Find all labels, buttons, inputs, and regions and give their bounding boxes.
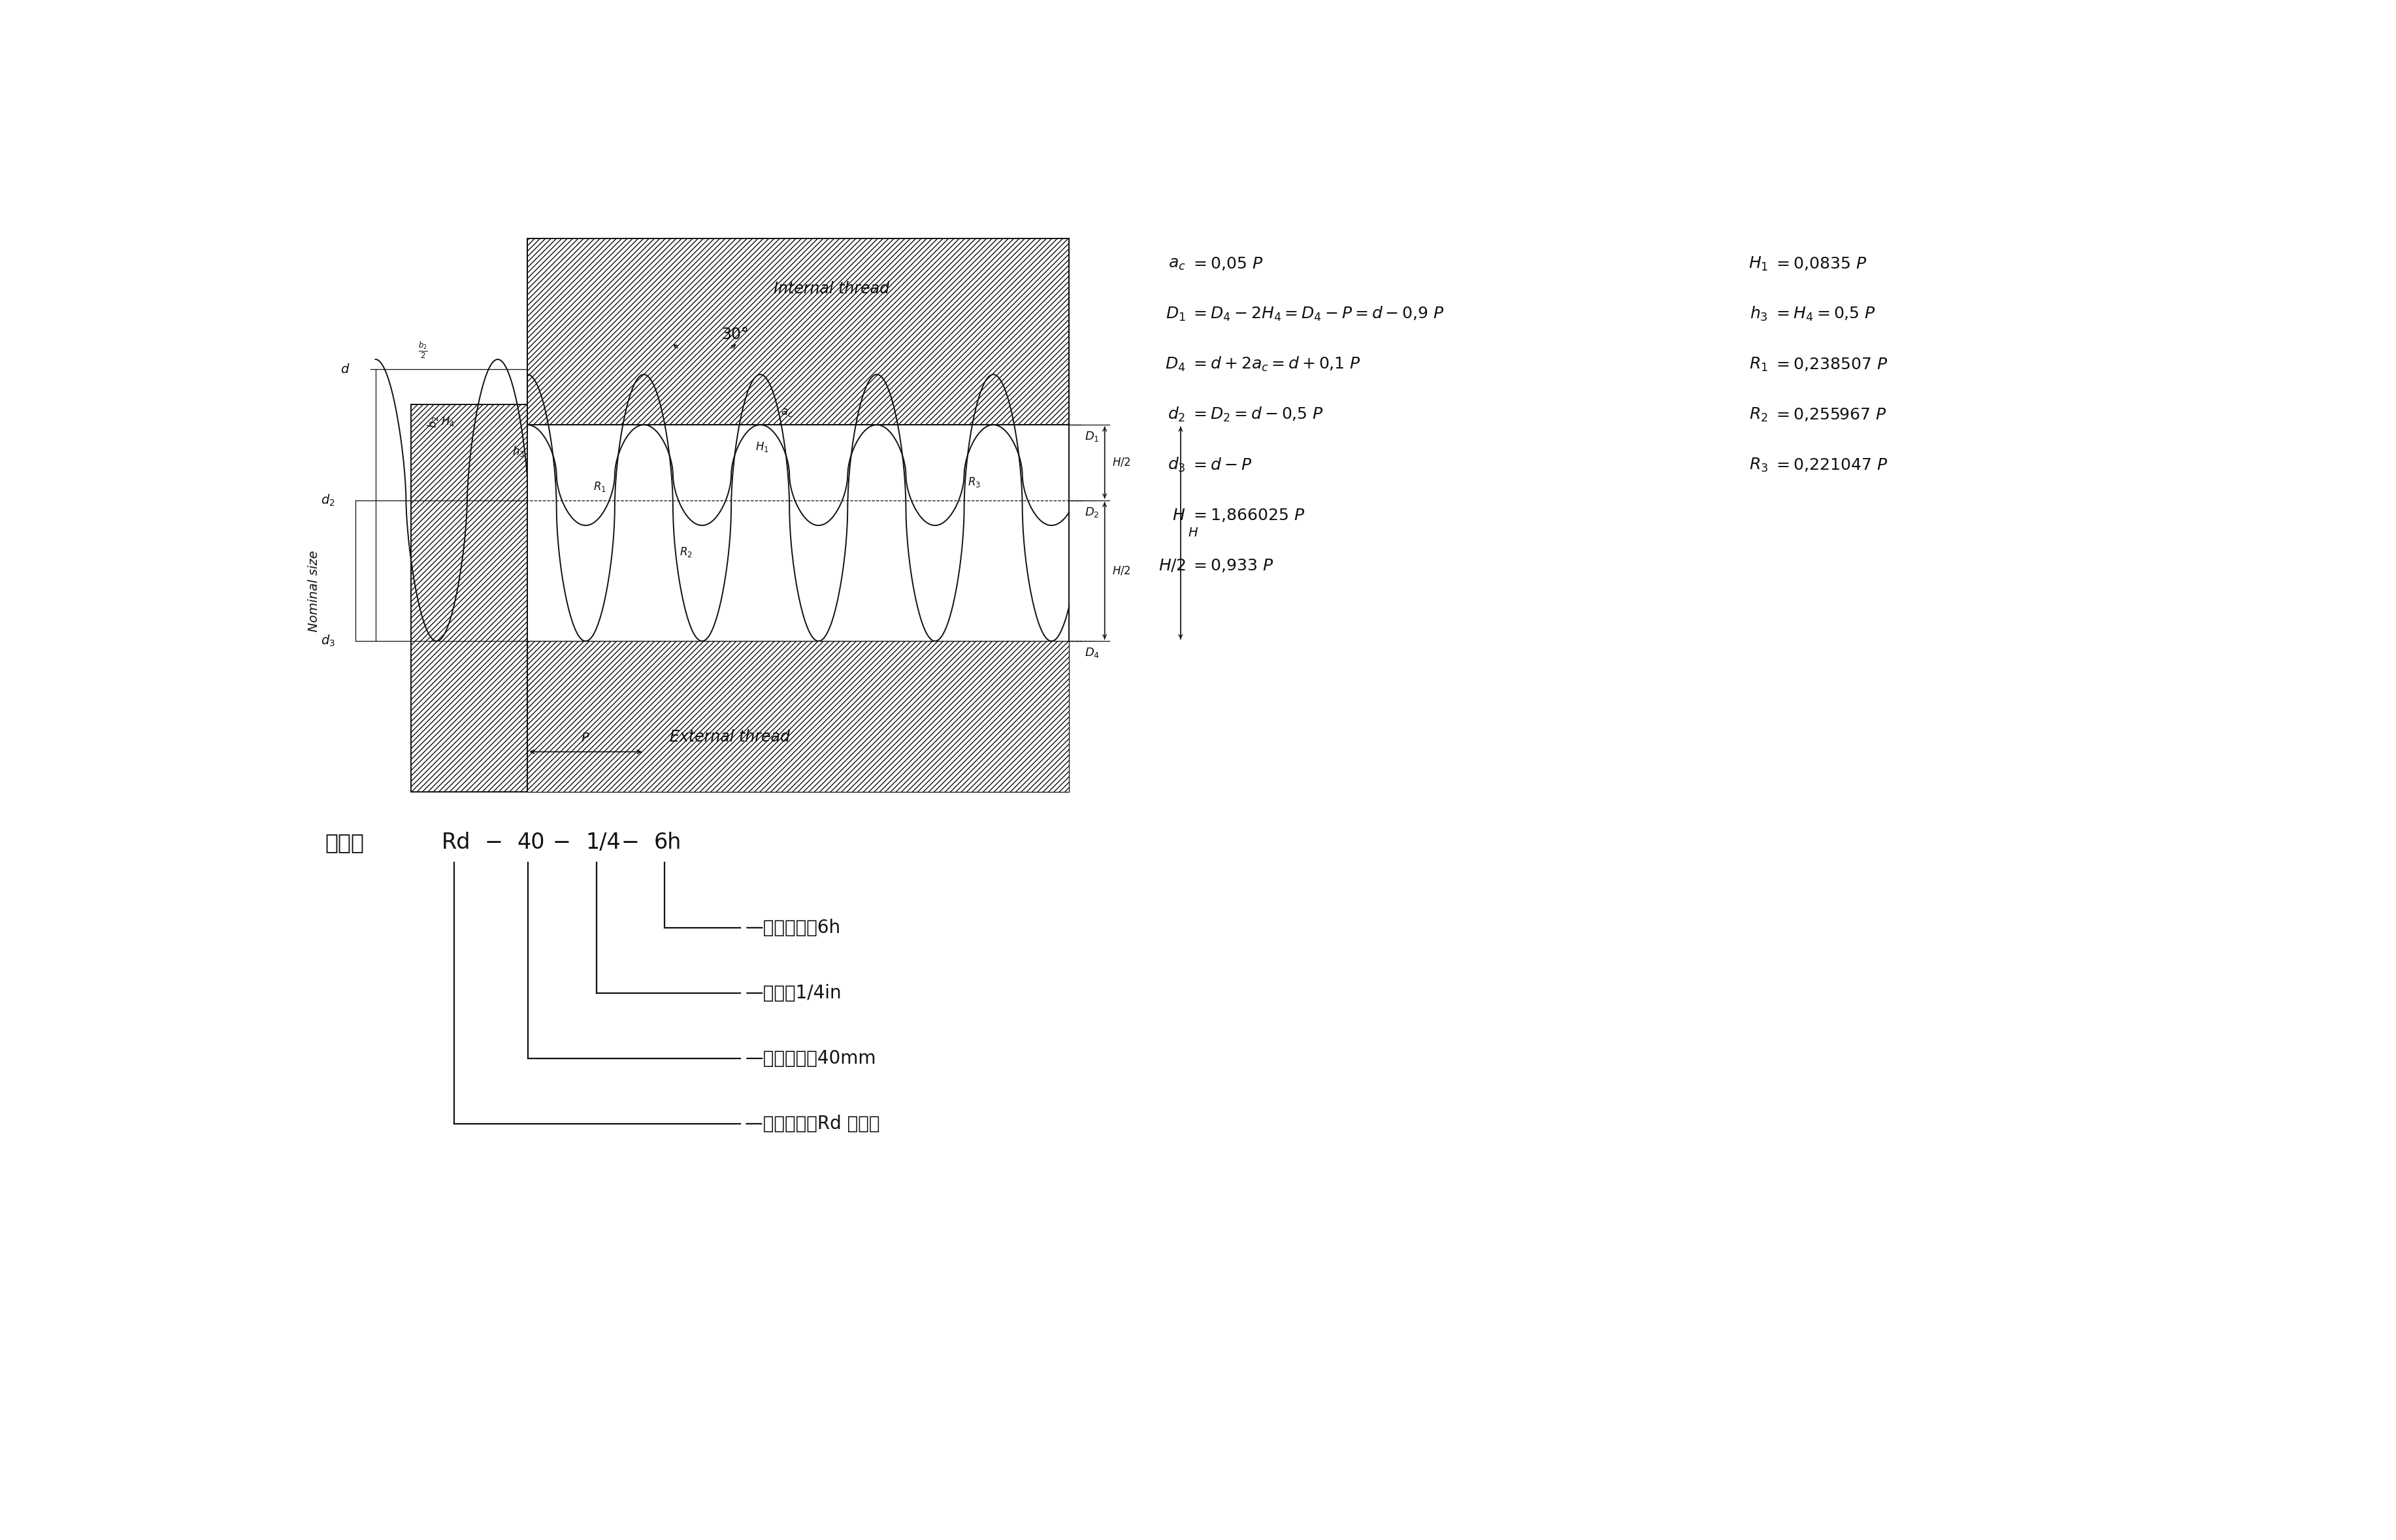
Text: $d_3$: $d_3$ (321, 634, 335, 648)
Polygon shape (527, 639, 1069, 792)
Text: 6h: 6h (654, 832, 680, 853)
Polygon shape (527, 641, 1069, 792)
Text: 1/4: 1/4 (585, 832, 621, 853)
Text: $= 1{,}866025\ P$: $= 1{,}866025\ P$ (1191, 507, 1306, 524)
Text: $b_2$: $b_2$ (426, 416, 441, 428)
Text: $= 0{,}255967\ P$: $= 0{,}255967\ P$ (1773, 407, 1886, 424)
Text: $= 0{,}0835\ P$: $= 0{,}0835\ P$ (1773, 256, 1866, 273)
Text: $D_2$: $D_2$ (1085, 505, 1100, 519)
Text: −: − (553, 832, 570, 853)
Text: $D_4$: $D_4$ (1164, 356, 1186, 373)
Text: $= 0{,}933\ P$: $= 0{,}933\ P$ (1191, 557, 1275, 574)
Text: $D_1$: $D_1$ (1085, 430, 1100, 444)
Text: —公称直径：40mm: —公称直径：40mm (745, 1050, 877, 1067)
Text: $H/2$: $H/2$ (1112, 457, 1131, 468)
Text: $H/2$: $H/2$ (1112, 565, 1131, 576)
Text: $R_1$: $R_1$ (594, 480, 606, 493)
Text: $H_4$: $H_4$ (441, 414, 455, 428)
Text: $R_3$: $R_3$ (1749, 456, 1768, 474)
Text: $a_c$: $a_c$ (781, 407, 793, 417)
Text: $P$: $P$ (582, 732, 589, 744)
Text: $d_3$: $d_3$ (1167, 456, 1186, 474)
Text: Rd: Rd (441, 832, 470, 853)
Text: $H$: $H$ (1172, 508, 1186, 524)
Text: $= d + 2a_c = d + 0{,}1\ P$: $= d + 2a_c = d + 0{,}1\ P$ (1191, 356, 1361, 373)
Text: $H_1$: $H_1$ (755, 440, 769, 453)
Text: $a_c$: $a_c$ (1169, 256, 1186, 271)
Text: Internal thread: Internal thread (774, 282, 889, 297)
Text: $R_2$: $R_2$ (680, 545, 692, 559)
Text: 30°: 30° (721, 326, 748, 342)
Text: $H$: $H$ (1188, 527, 1198, 539)
Text: $R_1$: $R_1$ (1749, 356, 1768, 373)
Text: $H/2$: $H/2$ (1157, 557, 1186, 573)
Text: $h_3$: $h_3$ (513, 445, 525, 459)
Text: $R_2$: $R_2$ (1749, 407, 1768, 424)
Text: −: − (621, 832, 640, 853)
Text: $D_4$: $D_4$ (1085, 647, 1100, 659)
Text: Nominal size: Nominal size (307, 550, 321, 631)
Text: $d$: $d$ (340, 363, 350, 376)
Text: —螺距：1/4in: —螺距：1/4in (745, 984, 841, 1003)
Text: −: − (484, 832, 503, 853)
Text: $= d - P$: $= d - P$ (1191, 457, 1253, 473)
Text: —公差带号：6h: —公差带号：6h (745, 919, 841, 936)
Text: $h_3$: $h_3$ (1749, 305, 1768, 323)
Text: $= 0{,}238507\ P$: $= 0{,}238507\ P$ (1773, 356, 1888, 373)
Text: $= D_4 - 2H_4 = D_4 - P = d - 0{,}9\ P$: $= D_4 - 2H_4 = D_4 - P = d - 0{,}9\ P$ (1191, 305, 1445, 323)
Text: External thread: External thread (671, 728, 791, 744)
Text: 40: 40 (518, 832, 544, 853)
Polygon shape (410, 405, 527, 792)
Text: $H_1$: $H_1$ (1749, 256, 1768, 273)
Text: $\frac{b_2}{2}$: $\frac{b_2}{2}$ (419, 340, 429, 360)
Text: $= 0{,}221047\ P$: $= 0{,}221047\ P$ (1773, 457, 1888, 473)
Text: $D_1$: $D_1$ (1164, 305, 1186, 323)
Text: $= D_2 = d - 0{,}5\ P$: $= D_2 = d - 0{,}5\ P$ (1191, 407, 1325, 424)
Text: $d_2$: $d_2$ (321, 493, 335, 508)
Text: $d_2$: $d_2$ (1167, 407, 1186, 424)
Text: $R_3$: $R_3$ (968, 476, 980, 488)
Text: $= H_4 = 0{,}5\ P$: $= H_4 = 0{,}5\ P$ (1773, 305, 1876, 323)
Text: $= 0{,}05\ P$: $= 0{,}05\ P$ (1191, 256, 1263, 273)
Text: —螺纹代号：Rd 圆螺纹: —螺纹代号：Rd 圆螺纹 (745, 1115, 879, 1133)
Text: 示例：: 示例： (326, 832, 364, 853)
Polygon shape (527, 239, 1069, 425)
